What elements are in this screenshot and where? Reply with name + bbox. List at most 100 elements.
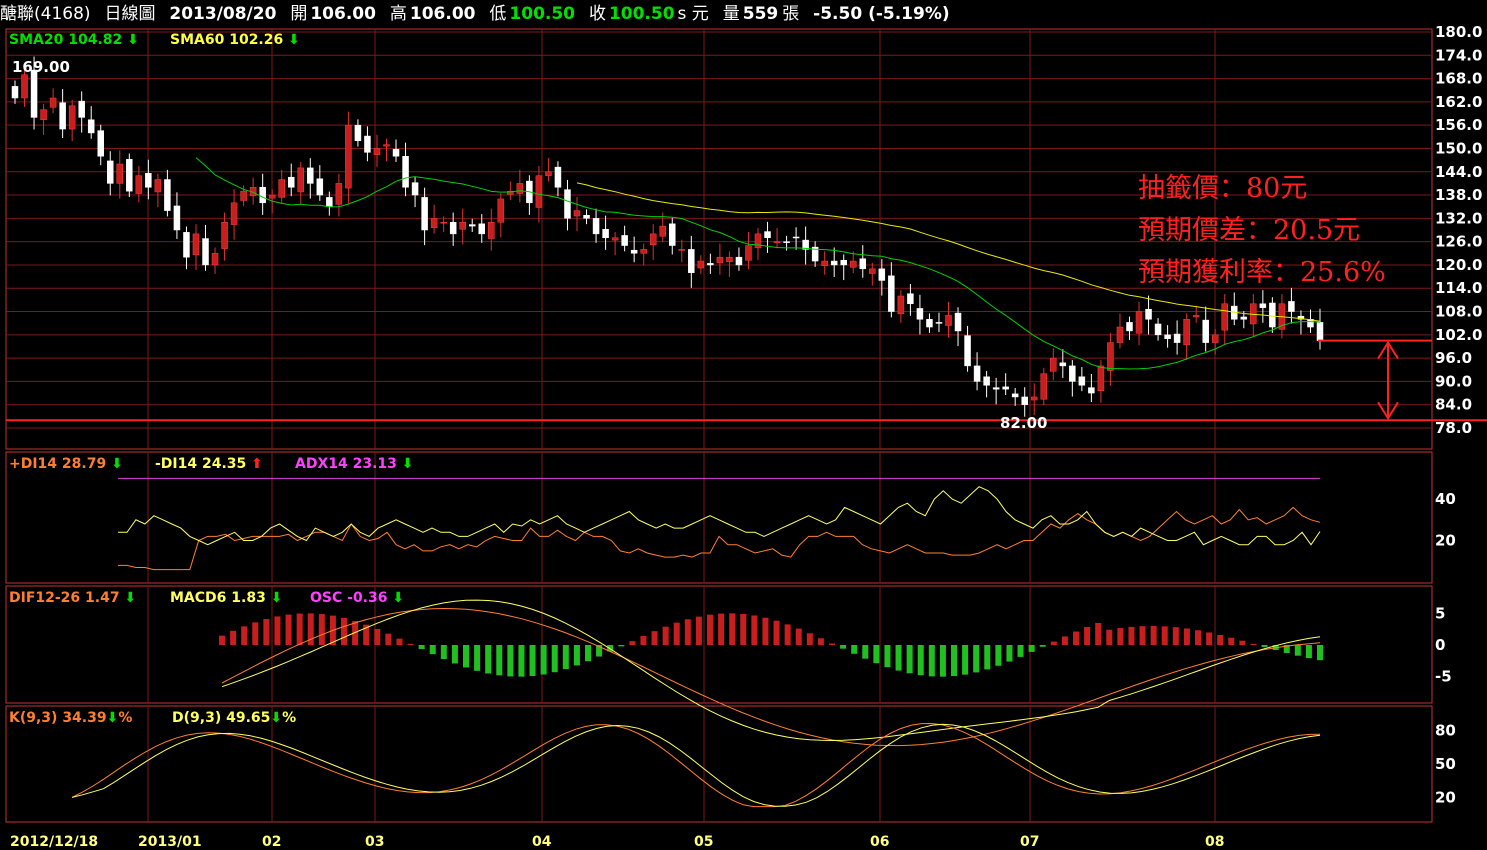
open-label: 開 — [290, 4, 308, 24]
osc-bar — [1172, 627, 1179, 645]
candle-body — [364, 135, 371, 153]
candle-body — [1040, 373, 1048, 400]
osc-bar — [1217, 634, 1224, 645]
osc-bar — [1050, 641, 1057, 645]
osc-bar — [1028, 645, 1035, 652]
osc-bar — [862, 645, 869, 659]
price-tick-label: 162.0 — [1435, 93, 1482, 111]
close-value: 100.50 — [608, 4, 675, 24]
candle-body — [230, 202, 238, 225]
price-tick-label: 144.0 — [1435, 163, 1482, 181]
candle-body — [1240, 316, 1248, 320]
candle-body — [1154, 323, 1162, 336]
price-tick-label: 108.0 — [1435, 303, 1482, 321]
osc-bar — [1039, 645, 1046, 647]
candle-body — [1259, 303, 1267, 308]
candle-body — [859, 258, 867, 270]
panel-frame — [5, 451, 1433, 584]
osc-bar — [529, 645, 536, 676]
macd-tick-label: 0 — [1435, 636, 1445, 654]
note-expected-return: 預期獲利率：25.6% — [1138, 257, 1386, 288]
candle-body — [1173, 333, 1181, 343]
candle-body — [335, 183, 343, 205]
osc-bar — [407, 643, 414, 645]
high-value: 106.00 — [409, 4, 476, 24]
osc-bar — [906, 645, 913, 674]
osc-bar — [396, 638, 403, 645]
candle-body — [316, 178, 324, 196]
candle-body — [1116, 326, 1124, 343]
osc-bar — [673, 622, 680, 645]
candle-body — [1145, 308, 1152, 320]
candle-body — [916, 308, 924, 320]
k-line — [71, 722, 1321, 808]
osc-bar — [1283, 645, 1290, 653]
price-tick-label: 180.0 — [1435, 23, 1482, 41]
osc-bar — [1150, 626, 1157, 645]
osc-bar — [252, 622, 259, 645]
candle-body — [945, 315, 952, 326]
candle-body — [297, 167, 305, 193]
osc-bar — [684, 619, 691, 645]
candle-body — [1069, 365, 1076, 382]
candle-body — [907, 293, 914, 305]
osc-bar — [651, 631, 658, 645]
osc-bar — [751, 615, 758, 645]
candle-body — [1269, 302, 1276, 328]
close-label: 收 — [588, 4, 606, 24]
osc-bar — [307, 613, 314, 645]
osc-bar — [241, 626, 248, 645]
time-axis-label: 06 — [870, 834, 889, 850]
osc-bar — [1139, 626, 1146, 645]
candle-body — [164, 179, 171, 211]
sma20-line — [195, 157, 1321, 370]
osc-bar — [729, 613, 736, 645]
osc-bar — [851, 645, 858, 654]
arrow-down-icon: ⬇ — [270, 710, 283, 726]
note-subscription-price: 抽籤價：80元 — [1138, 173, 1308, 204]
osc-bar — [1061, 636, 1068, 645]
macd-tick-label: -5 — [1435, 668, 1452, 686]
osc-bar — [1294, 645, 1301, 656]
low-annotation: 82.00 — [1000, 414, 1048, 432]
osc-bar — [1073, 631, 1079, 645]
arrow-up-icon: ⬆ — [246, 456, 263, 472]
candle-body — [459, 221, 466, 230]
osc-bar — [440, 645, 447, 660]
candle-body — [307, 167, 314, 184]
candle-body — [1002, 386, 1009, 390]
candle-body — [49, 97, 57, 108]
candle-body — [78, 100, 85, 118]
osc-bar — [718, 613, 725, 645]
candle-body — [268, 194, 276, 199]
osc-bar — [773, 620, 780, 645]
low-label: 低 — [489, 4, 507, 24]
osc-bar — [518, 645, 525, 677]
candle-body — [21, 74, 28, 99]
candle-body — [30, 69, 38, 118]
candle-body — [516, 183, 524, 194]
candle-body — [573, 210, 581, 217]
candle-body — [821, 260, 828, 266]
osc-bar — [1195, 630, 1201, 645]
osc-bar — [474, 645, 481, 671]
time-axis-label: 2013/01 — [138, 834, 202, 850]
candle-body — [202, 238, 209, 266]
osc-bar — [884, 645, 891, 668]
osc-bar — [973, 645, 980, 673]
candle-body — [1059, 362, 1067, 367]
candle-body — [497, 198, 505, 223]
price-tick-label: 84.0 — [1435, 396, 1472, 414]
volume-label: 量 — [722, 4, 740, 24]
low-value: 100.50 — [509, 4, 576, 24]
candle-body — [87, 119, 95, 134]
candle-body — [535, 175, 543, 208]
osc-bar — [1250, 643, 1257, 645]
price-tick-label: 114.0 — [1435, 279, 1482, 297]
price-tick-label: 102.0 — [1435, 326, 1482, 344]
osc-bar — [984, 645, 991, 670]
candle-body — [669, 223, 676, 246]
candle-body — [869, 268, 876, 274]
candle-body — [373, 148, 381, 155]
price-tick-label: 168.0 — [1435, 70, 1482, 88]
